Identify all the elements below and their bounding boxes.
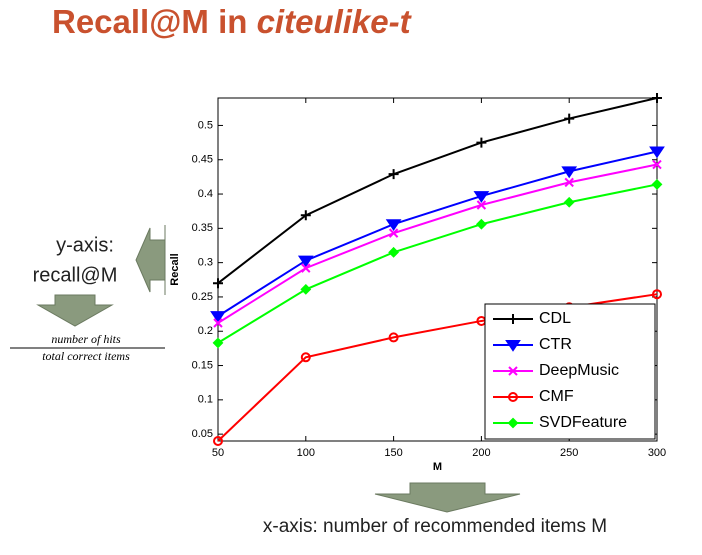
marker [388, 169, 399, 180]
series-line [217, 163, 658, 324]
x-tick-label: 300 [648, 447, 666, 459]
legend-label: CDL [539, 310, 571, 327]
series-line [217, 97, 658, 285]
y-tick-label: 0.4 [198, 188, 213, 200]
marker [210, 311, 226, 323]
marker [388, 332, 399, 343]
y-tick-label: 0.2 [198, 325, 213, 337]
marker [652, 93, 662, 103]
x-tick-label: 150 [384, 447, 402, 459]
marker [564, 113, 575, 124]
x-tick-label: 50 [212, 447, 224, 459]
bottom-arrow [374, 482, 521, 513]
y-tick-label: 0.05 [192, 428, 213, 440]
marker [476, 137, 487, 148]
title-italic: citeulike-t [257, 3, 413, 40]
marker [652, 289, 662, 300]
legend-label: SVDFeature [539, 414, 627, 431]
slide-title: Recall@M in citeulike-t [52, 3, 413, 40]
x-axis-label: M [433, 461, 442, 473]
marker [385, 219, 402, 232]
marker [212, 337, 224, 349]
fraction-bottom: total correct items [42, 349, 130, 363]
y-tick-label: 0.5 [198, 119, 213, 131]
marker [473, 191, 490, 203]
down-arrow [36, 294, 114, 327]
legend-marker [505, 340, 521, 352]
marker [651, 179, 663, 190]
marker [300, 352, 311, 363]
marker [213, 318, 223, 328]
marker [300, 210, 311, 221]
marker [213, 436, 223, 446]
marker [564, 177, 574, 188]
legend-label: DeepMusic [539, 362, 619, 379]
marker [301, 263, 311, 273]
y-tick-label: 0.35 [192, 222, 213, 234]
legend-label: CMF [539, 388, 574, 405]
fraction-top: number of hits [51, 332, 121, 346]
y-tick-label: 0.3 [198, 257, 213, 269]
x-note: x-axis: number of recommended items M [263, 516, 607, 537]
legend-marker [507, 417, 519, 429]
marker [388, 246, 400, 258]
title-main: Recall@M in [52, 3, 257, 40]
y-note: recall@M [33, 264, 118, 286]
marker [300, 283, 312, 295]
y-tick-label: 0.1 [198, 394, 213, 406]
marker [649, 146, 665, 159]
y-axis-label: Recall [169, 253, 181, 285]
series-line [217, 183, 658, 344]
y-tick-label: 0.15 [192, 359, 213, 371]
legend-label: CTR [539, 336, 572, 353]
left-arrow [135, 225, 166, 295]
x-tick-label: 200 [472, 447, 490, 459]
marker [476, 200, 487, 210]
legend-marker [508, 366, 518, 376]
series-line [217, 150, 658, 317]
y-tick-label: 0.45 [192, 154, 213, 166]
x-tick-label: 100 [297, 447, 315, 459]
marker [388, 228, 399, 238]
legend-marker [508, 314, 518, 324]
y-note: y-axis: [56, 234, 114, 256]
x-tick-label: 250 [560, 447, 578, 459]
marker [563, 196, 575, 208]
marker [475, 218, 487, 230]
legend-marker [508, 392, 518, 402]
marker [213, 278, 223, 289]
y-tick-label: 0.25 [192, 291, 213, 303]
marker [297, 255, 314, 268]
marker [561, 166, 578, 179]
marker [652, 159, 662, 170]
